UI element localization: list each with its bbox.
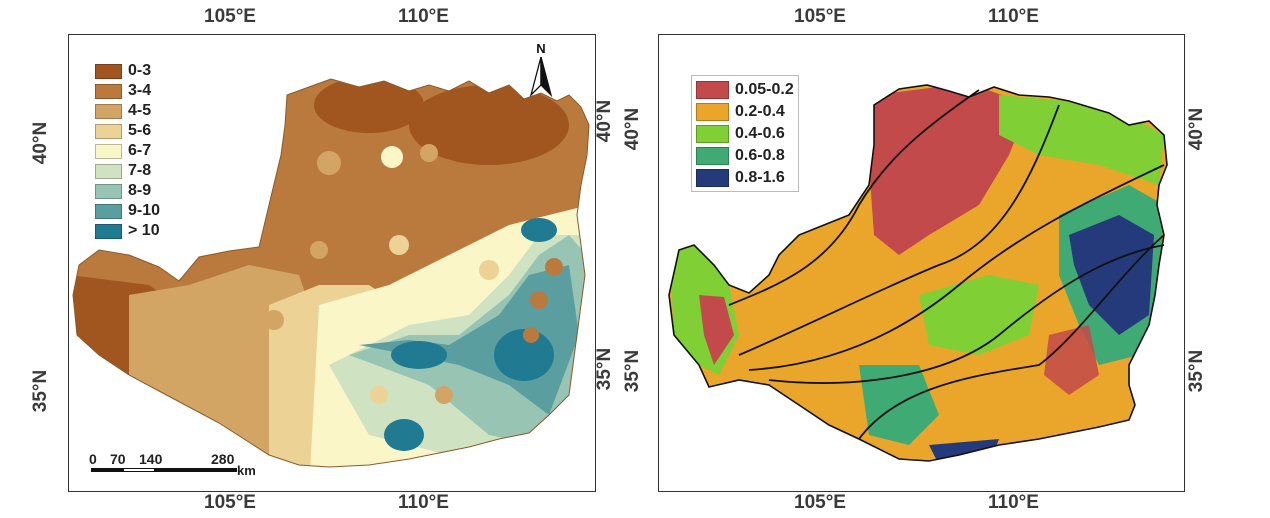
legend-swatch [95,123,122,139]
left-right-tick-35n: 35°N [594,347,616,391]
legend-label: 0-3 [128,62,152,79]
legend-item-3-4: 3-4 [95,81,160,101]
index-class-map: 0.05-0.2 0.2-0.4 0.4-0.6 0.6-0.8 0.8-1.6 [658,34,1185,492]
legend-swatch [95,183,122,199]
legend-label: 9-10 [128,202,161,219]
legend-swatch [95,63,122,79]
legend-item-9-10: 9-10 [95,201,160,221]
left-bottom-tick-110: 110°E [398,492,449,513]
legend-label: 5-6 [128,122,152,139]
scale-label: 0 [89,451,97,467]
left-top-tick-110: 110°E [398,6,449,27]
legend-item-0-8-1-6: 0.8-1.6 [696,167,794,189]
right-right-tick-40n: 40°N [1186,107,1208,151]
legend-swatch [696,81,729,99]
legend-item-0-05-0-2: 0.05-0.2 [696,79,794,101]
legend-label: > 10 [128,222,160,239]
legend-swatch [696,147,729,165]
legend-swatch [95,203,122,219]
legend-label: 7-8 [128,162,152,179]
scale-label: 280 [211,451,235,467]
legend-label: 3-4 [128,82,152,99]
legend-swatch [95,83,122,99]
legend-item-5-6: 5-6 [95,121,160,141]
left-bottom-tick-105: 105°E [204,492,256,513]
legend-item-8-9: 8-9 [95,181,160,201]
right-top-tick-110: 110°E [988,6,1039,27]
legend-item-0-3: 0-3 [95,61,160,81]
legend-swatch [95,103,122,119]
legend-item-4-5: 4-5 [95,101,160,121]
right-bottom-tick-110: 110°E [988,492,1039,513]
legend-label: 0.6-0.8 [735,147,785,164]
right-right-tick-35n: 35°N [1186,349,1208,393]
legend-label: 0.8-1.6 [735,169,785,186]
legend-item-over-10: > 10 [95,221,160,241]
legend-swatch [696,169,729,187]
scale-bar: 0 70 140 280 km [87,451,257,483]
index-legend: 0.05-0.2 0.2-0.4 0.4-0.6 0.6-0.8 0.8-1.6 [691,75,799,192]
legend-label: 6-7 [128,142,152,159]
legend-swatch [696,103,729,121]
right-top-tick-105: 105°E [794,6,846,27]
legend-item-6-7: 6-7 [95,141,160,161]
scale-unit: km [237,463,256,478]
scale-label: 70 [110,451,126,467]
legend-swatch [95,223,122,239]
legend-item-0-2-0-4: 0.2-0.4 [696,101,794,123]
right-map-graphic [668,84,1168,462]
legend-label: 0.05-0.2 [735,81,794,98]
right-bottom-tick-105: 105°E [794,492,846,513]
north-label: N [536,41,546,56]
legend-swatch [95,163,122,179]
left-map-graphic [72,78,590,468]
north-arrow-icon: N [527,41,555,97]
legend-label: 4-5 [128,102,152,119]
legend-item-0-4-0-6: 0.4-0.6 [696,123,794,145]
left-axis-tick-40n: 40°N [30,121,52,165]
right-axis-tick-40n: 40°N [622,107,644,151]
rainfall-legend: 0-3 3-4 4-5 5-6 6-7 7-8 8-9 9-10 > 10 [95,61,160,241]
legend-label: 0.4-0.6 [735,125,785,142]
legend-item-0-6-0-8: 0.6-0.8 [696,145,794,167]
rainfall-class-map: 0-3 3-4 4-5 5-6 6-7 7-8 8-9 9-10 > 10 N … [68,34,596,492]
scale-label: 140 [139,451,163,467]
left-axis-tick-35n: 35°N [30,369,52,413]
legend-label: 0.2-0.4 [735,103,785,120]
right-axis-tick-35n: 35°N [622,349,644,393]
left-top-tick-105: 105°E [204,6,256,27]
legend-swatch [696,125,729,143]
left-right-tick-40n: 40°N [594,99,616,143]
legend-item-7-8: 7-8 [95,161,160,181]
legend-label: 8-9 [128,182,152,199]
legend-swatch [95,143,122,159]
